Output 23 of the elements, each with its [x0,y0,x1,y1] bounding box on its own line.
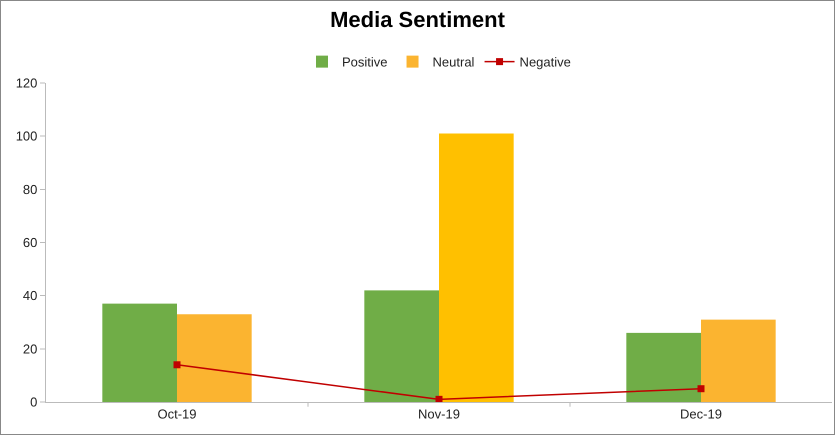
legend-label: Neutral [432,54,475,70]
bar [364,290,439,402]
point [436,396,442,402]
y-tick-label: 0 [30,394,38,410]
x-tick-label: Nov-19 [418,406,460,422]
x-tick-label: Dec-19 [680,406,722,422]
legend-label: Negative [520,54,571,70]
y-tick-label: 120 [16,76,38,91]
point [174,361,180,368]
chart-title: Media Sentiment [330,7,506,32]
point [698,385,704,392]
bar [626,332,701,402]
y-tick-label: 40 [22,288,38,304]
y-tick-label: 20 [22,341,38,356]
bar [439,134,514,402]
x-tick-label: Oct-19 [157,406,197,422]
y-tick-label: 80 [22,182,38,197]
bar [102,304,177,402]
bar [177,314,252,402]
bar [701,320,776,402]
y-tick-label: 60 [22,235,38,250]
y-tick-label: 100 [16,128,38,144]
legend-label: Positive [342,54,388,70]
